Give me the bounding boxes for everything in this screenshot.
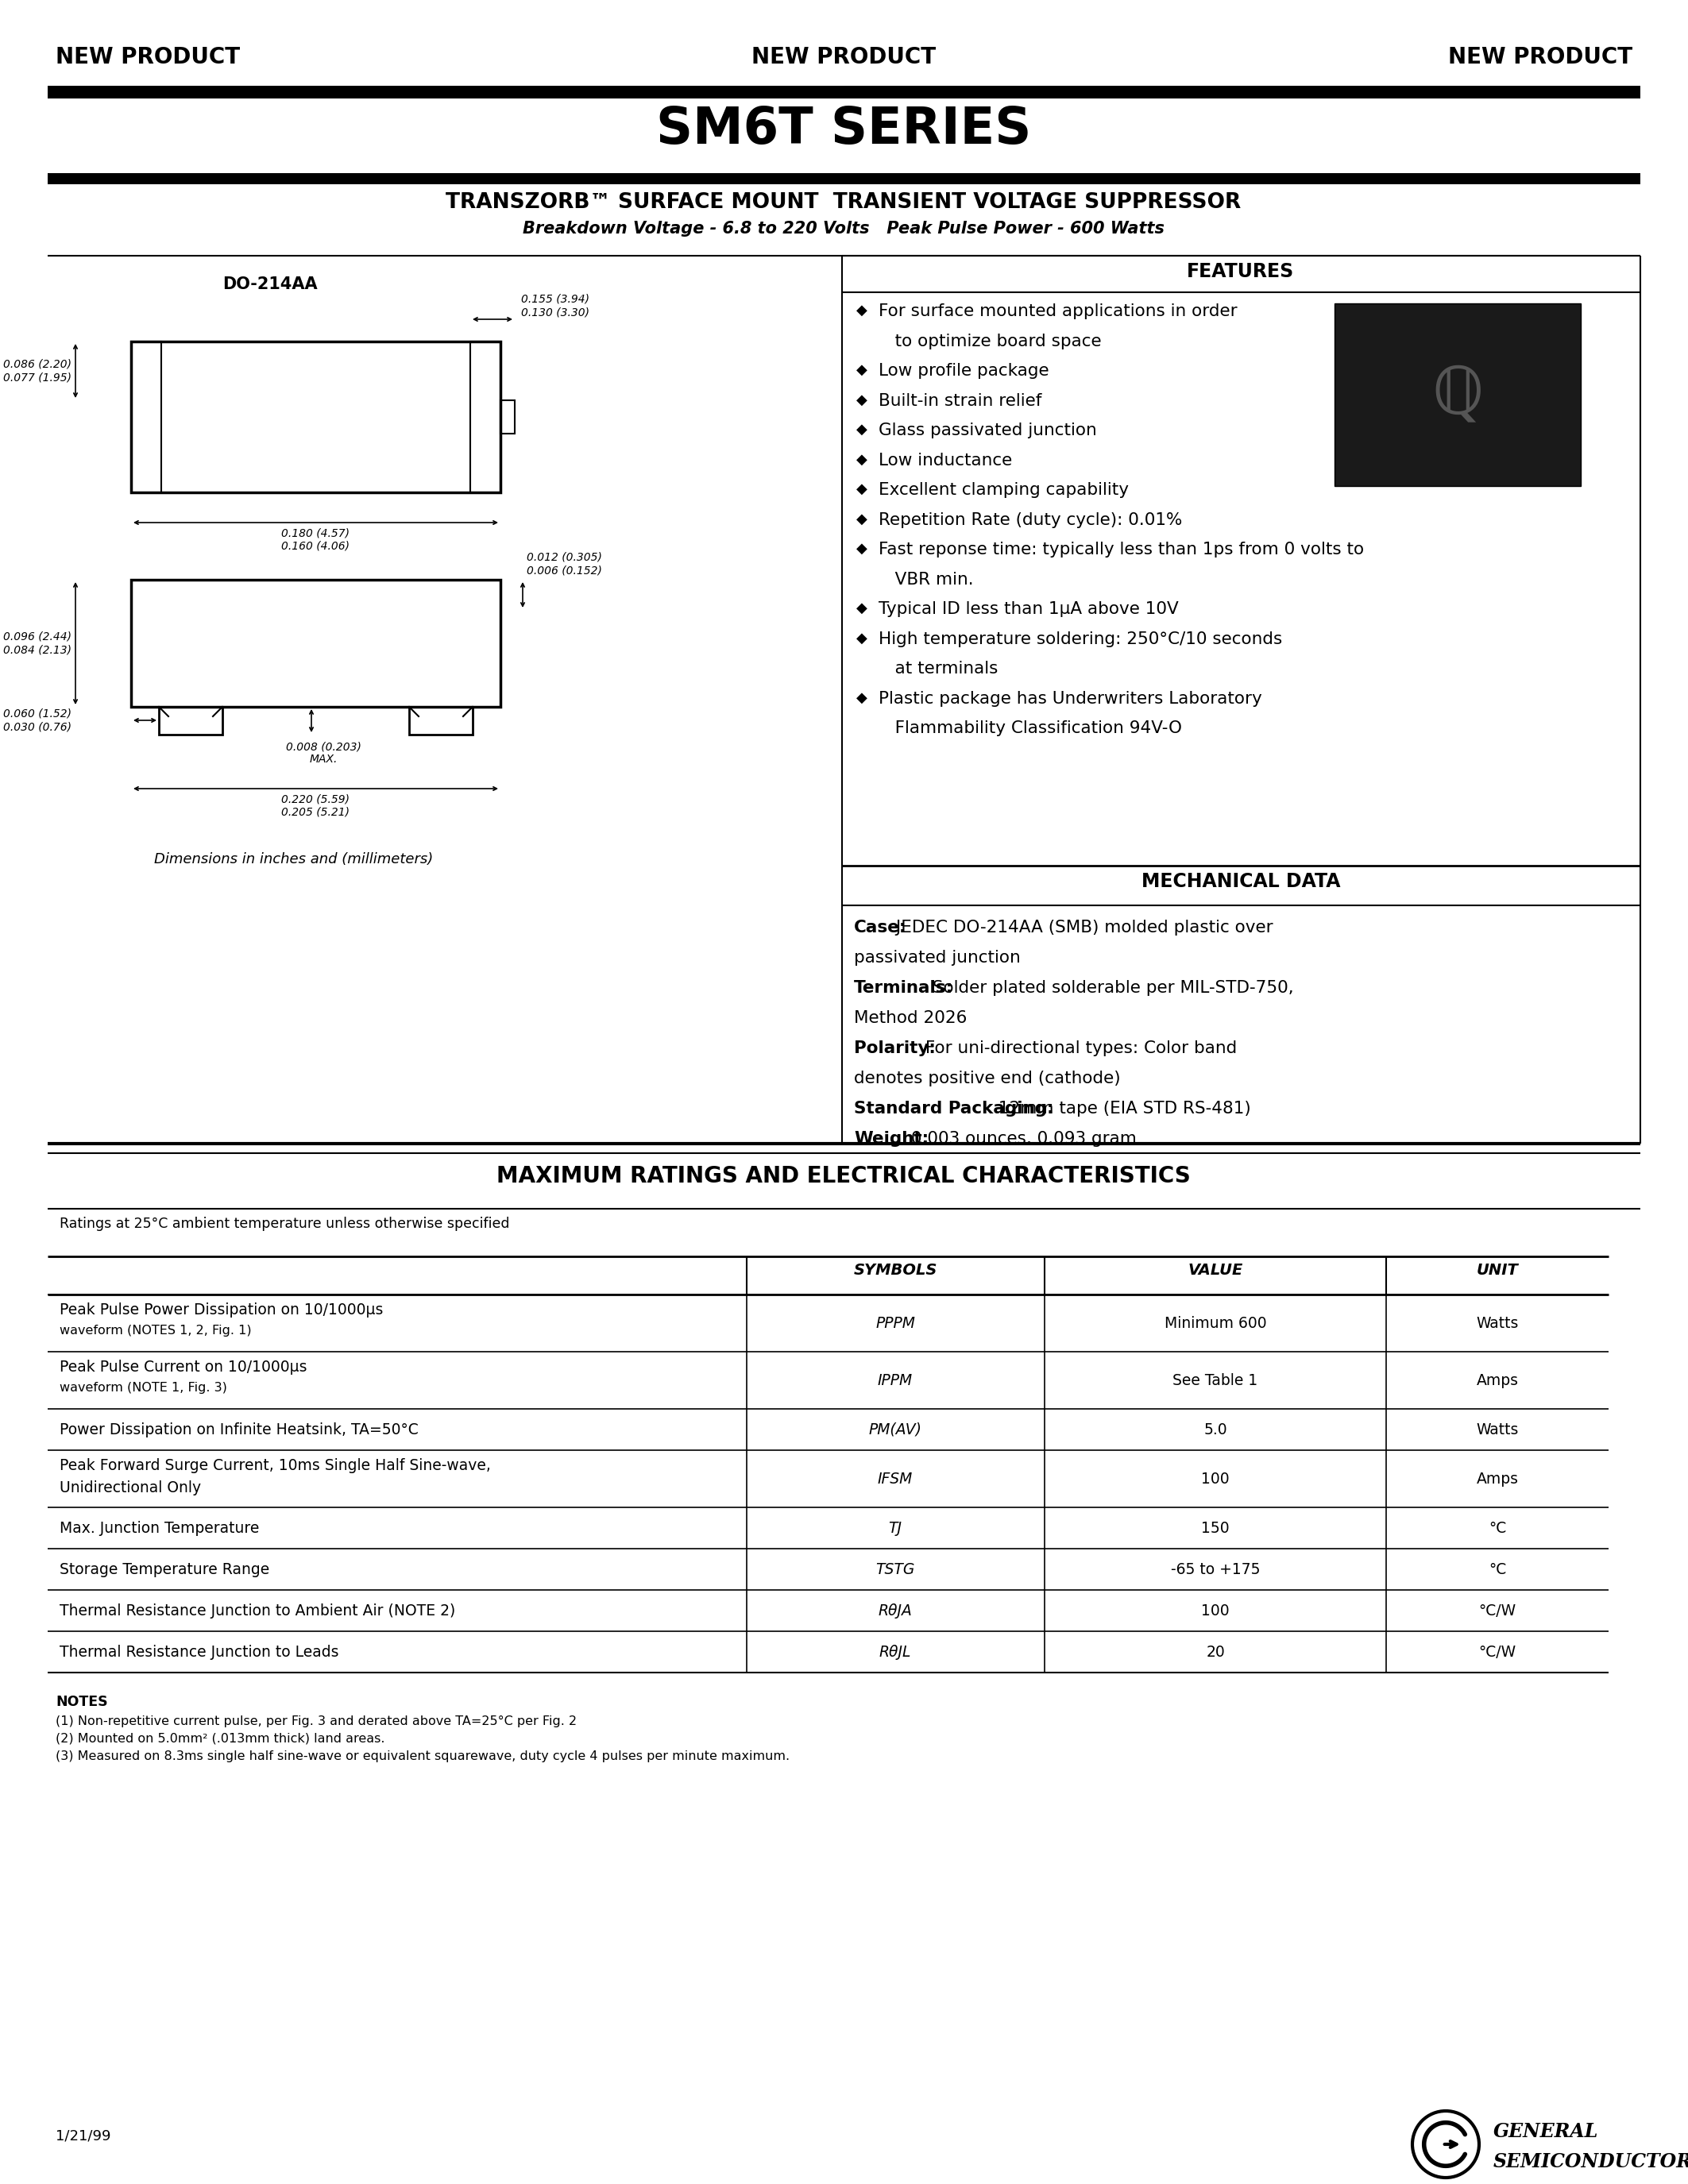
Text: Amps: Amps [1477,1374,1519,1387]
Text: ◆: ◆ [856,483,868,496]
Text: ◆: ◆ [856,452,868,467]
Text: DO-214AA: DO-214AA [223,277,317,293]
Text: 100: 100 [1202,1603,1229,1618]
Text: SYMBOLS: SYMBOLS [854,1262,937,1278]
Text: Watts: Watts [1475,1315,1519,1330]
Text: Case:: Case: [854,919,906,935]
Bar [471,341,500,491]
Text: MECHANICAL DATA: MECHANICAL DATA [1141,871,1340,891]
Text: NEW PRODUCT: NEW PRODUCT [1448,46,1632,68]
Text: 5.0: 5.0 [1204,1422,1227,1437]
Text: VBR min.: VBR min. [878,572,974,587]
Bar [132,579,500,708]
Bar [1335,304,1580,487]
Text: 0.060 (1.52)
0.030 (0.76): 0.060 (1.52) 0.030 (0.76) [3,708,71,732]
Text: NEW PRODUCT: NEW PRODUCT [56,46,240,68]
Text: PM(AV): PM(AV) [869,1422,922,1437]
Bar [132,341,500,491]
Text: ®: ® [1685,2151,1688,2164]
Text: RθJA: RθJA [878,1603,912,1618]
Text: passivated junction: passivated junction [854,950,1021,965]
Text: Flammability Classification 94V-O: Flammability Classification 94V-O [878,721,1182,736]
Text: 0.220 (5.59)
0.205 (5.21): 0.220 (5.59) 0.205 (5.21) [282,793,349,817]
Text: High temperature soldering: 250°C/10 seconds: High temperature soldering: 250°C/10 sec… [878,631,1283,646]
Text: See Table 1: See Table 1 [1173,1374,1258,1387]
Text: Terminals:: Terminals: [854,981,954,996]
Text: Max. Junction Temperature: Max. Junction Temperature [59,1520,260,1535]
Text: RθJL: RθJL [879,1645,912,1660]
Text: FEATURES: FEATURES [1187,262,1295,282]
Text: Typical ID less than 1μA above 10V: Typical ID less than 1μA above 10V [878,601,1178,618]
Text: ◆: ◆ [856,601,868,616]
Bar [159,708,223,734]
Text: to optimize board space: to optimize board space [878,334,1102,349]
Bar [500,400,515,435]
Text: IFSM: IFSM [878,1472,913,1487]
Text: Thermal Resistance Junction to Leads: Thermal Resistance Junction to Leads [59,1645,339,1660]
Text: GENERAL: GENERAL [1494,2123,1599,2140]
Text: ◆: ◆ [856,422,868,437]
Text: Unidirectional Only: Unidirectional Only [59,1481,201,1496]
Text: Low profile package: Low profile package [878,363,1048,378]
Text: ◆: ◆ [856,690,868,705]
Text: Plastic package has Underwriters Laboratory: Plastic package has Underwriters Laborat… [878,690,1263,705]
Text: -65 to +175: -65 to +175 [1171,1562,1259,1577]
Text: Amps: Amps [1477,1472,1519,1487]
Text: ℚ: ℚ [1431,363,1484,426]
Text: ◆: ◆ [856,363,868,378]
Text: Repetition Rate (duty cycle): 0.01%: Repetition Rate (duty cycle): 0.01% [878,511,1182,529]
Text: Method 2026: Method 2026 [854,1011,967,1026]
Text: NEW PRODUCT: NEW PRODUCT [751,46,935,68]
Text: 0.086 (2.20)
0.077 (1.95): 0.086 (2.20) 0.077 (1.95) [3,358,71,382]
Text: NOTES: NOTES [56,1695,108,1710]
Text: VALUE: VALUE [1188,1262,1242,1278]
Text: °C/W: °C/W [1479,1603,1516,1618]
Text: UNIT: UNIT [1477,1262,1518,1278]
Text: SEMICONDUCTOR: SEMICONDUCTOR [1494,2151,1688,2171]
Text: 0.096 (2.44)
0.084 (2.13): 0.096 (2.44) 0.084 (2.13) [3,631,71,655]
Text: waveform (NOTE 1, Fig. 3): waveform (NOTE 1, Fig. 3) [59,1382,228,1393]
Text: Low inductance: Low inductance [878,452,1013,467]
Text: °C: °C [1489,1520,1506,1535]
Text: SM6T SERIES: SM6T SERIES [657,105,1031,155]
Bar [408,708,473,734]
Text: Breakdown Voltage - 6.8 to 220 Volts   Peak Pulse Power - 600 Watts: Breakdown Voltage - 6.8 to 220 Volts Pea… [523,221,1165,236]
Text: at terminals: at terminals [878,662,998,677]
Text: Peak Forward Surge Current, 10ms Single Half Sine-wave,: Peak Forward Surge Current, 10ms Single … [59,1459,491,1474]
Text: 100: 100 [1202,1472,1229,1487]
Text: Weight:: Weight: [854,1131,928,1147]
Text: Peak Pulse Power Dissipation on 10/1000μs: Peak Pulse Power Dissipation on 10/1000μ… [59,1302,383,1317]
Text: (3) Measured on 8.3ms single half sine-wave or equivalent squarewave, duty cycle: (3) Measured on 8.3ms single half sine-w… [56,1749,790,1762]
Text: Watts: Watts [1475,1422,1519,1437]
Text: ◆: ◆ [856,542,868,557]
Text: 0.012 (0.305)
0.006 (0.152): 0.012 (0.305) 0.006 (0.152) [527,553,603,577]
Text: 20: 20 [1205,1645,1225,1660]
Text: For surface mounted applications in order: For surface mounted applications in orde… [878,304,1237,319]
Text: ◆: ◆ [856,304,868,317]
Text: Standard Packaging:: Standard Packaging: [854,1101,1053,1116]
Text: waveform (NOTES 1, 2, Fig. 1): waveform (NOTES 1, 2, Fig. 1) [59,1326,252,1337]
Text: 12mm tape (EIA STD RS-481): 12mm tape (EIA STD RS-481) [993,1101,1251,1116]
Text: 1/21/99: 1/21/99 [56,2129,111,2143]
Text: Peak Pulse Current on 10/1000μs: Peak Pulse Current on 10/1000μs [59,1361,307,1374]
Text: Ratings at 25°C ambient temperature unless otherwise specified: Ratings at 25°C ambient temperature unle… [59,1216,510,1232]
Text: 0.180 (4.57)
0.160 (4.06): 0.180 (4.57) 0.160 (4.06) [282,526,349,550]
Text: Solder plated solderable per MIL-STD-750,: Solder plated solderable per MIL-STD-750… [927,981,1295,996]
Text: TRANSZORB™ SURFACE MOUNT  TRANSIENT VOLTAGE SUPPRESSOR: TRANSZORB™ SURFACE MOUNT TRANSIENT VOLTA… [446,192,1241,212]
Bar [47,85,1641,98]
Text: (1) Non-repetitive current pulse, per Fig. 3 and derated above TA=25°C per Fig. : (1) Non-repetitive current pulse, per Fi… [56,1714,577,1728]
Text: Fast reponse time: typically less than 1ps from 0 volts to: Fast reponse time: typically less than 1… [878,542,1364,557]
Text: 0.155 (3.94)
0.130 (3.30): 0.155 (3.94) 0.130 (3.30) [522,293,589,317]
Text: ◆: ◆ [856,393,868,406]
Text: IPPM: IPPM [878,1374,913,1387]
Text: Dimensions in inches and (millimeters): Dimensions in inches and (millimeters) [154,852,434,867]
Text: (2) Mounted on 5.0mm² (.013mm thick) land areas.: (2) Mounted on 5.0mm² (.013mm thick) lan… [56,1732,385,1745]
Text: 150: 150 [1202,1520,1229,1535]
Text: JEDEC DO-214AA (SMB) molded plastic over: JEDEC DO-214AA (SMB) molded plastic over [891,919,1273,935]
Text: 0.003 ounces, 0.093 gram: 0.003 ounces, 0.093 gram [905,1131,1136,1147]
Text: ◆: ◆ [856,631,868,644]
Text: ◆: ◆ [856,511,868,526]
Text: °C: °C [1489,1562,1506,1577]
Text: Storage Temperature Range: Storage Temperature Range [59,1562,270,1577]
Text: Minimum 600: Minimum 600 [1165,1315,1266,1330]
